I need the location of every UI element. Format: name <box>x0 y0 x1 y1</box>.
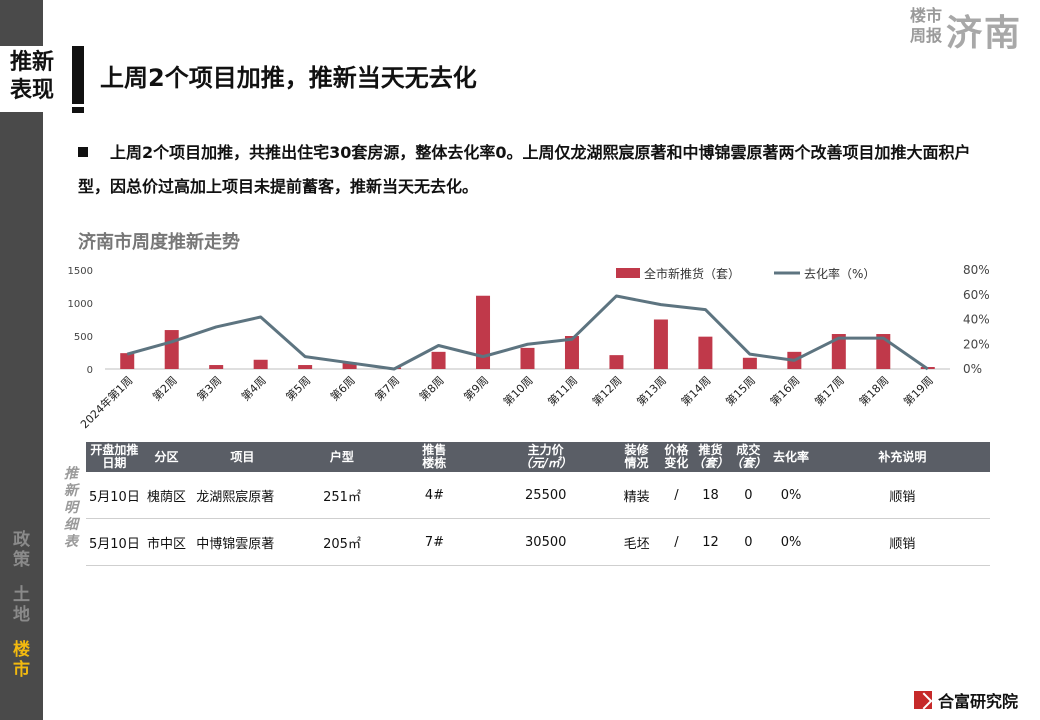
legend-label-bar: 全市新推货（套） <box>644 266 740 281</box>
y-left-tick-label: 0 <box>87 365 93 376</box>
col-header: 户型 <box>329 449 354 464</box>
bar <box>742 357 757 369</box>
x-tick-label: 第13周 <box>634 373 669 408</box>
bar <box>520 347 535 369</box>
table-row: 5月10日 市中区 中博锦雲原著 205㎡ 7# 30500 毛坯 / 12 0… <box>86 519 990 566</box>
table-side-label: 推 新 明 细 表 <box>64 466 78 550</box>
col-header: 推售 楼栋 <box>422 443 447 470</box>
weekly-supply-chart: 0 500 1000 1500 0% 20% 40% 60% 80% 2024年第1周 第2周 第3周… <box>68 263 990 431</box>
legend-swatch-bar <box>616 268 640 278</box>
col-header: 推货 （套） <box>692 443 729 470</box>
col-header: 装修 情况 <box>624 443 649 470</box>
table-header: 开盘加推 日期 分区 项目 户型 推售 楼栋 主力价 （元/㎡） 装修 情况 价格 变化 … <box>86 442 990 472</box>
x-tick-label: 第5周 <box>283 373 313 403</box>
x-tick-label: 第9周 <box>461 373 491 403</box>
x-tick-label: 第8周 <box>416 373 446 403</box>
y-left-tick-label: 1500 <box>68 266 93 277</box>
section-tag-line2: 表现 <box>10 78 55 103</box>
y-left-tick-label: 1000 <box>68 299 93 310</box>
bar <box>209 365 224 369</box>
x-tick-label: 第6周 <box>327 373 357 403</box>
bar <box>609 355 624 369</box>
bar <box>876 334 891 369</box>
col-header: 补充说明 <box>878 449 927 464</box>
chart-title: 济南市周度推新走势 <box>78 232 240 253</box>
y-right-tick-label: 60% <box>963 288 990 302</box>
col-header: 成交 （套） <box>730 443 767 470</box>
x-tick-label: 第12周 <box>589 373 624 408</box>
col-header: 开盘加推 日期 <box>90 443 139 470</box>
bar <box>342 362 357 369</box>
section-tag-line1: 推新 <box>10 50 55 75</box>
bar <box>831 334 846 369</box>
x-tick-label: 2024年第1周 <box>77 373 135 431</box>
left-sidebar <box>0 0 43 720</box>
summary-paragraph: 上周2个项目加推，共推出住宅30套房源，整体去化率0。上周仅龙湖熙宸原著和中博锦… <box>78 136 978 204</box>
col-header: 去化率 <box>773 449 810 464</box>
bar <box>653 319 668 369</box>
legend-label-line: 去化率（%） <box>804 266 875 281</box>
x-tick-label: 第3周 <box>194 373 224 403</box>
sell-through-line <box>126 294 929 371</box>
bar <box>298 365 313 369</box>
bar <box>253 359 268 369</box>
col-header: 价格 变化 <box>664 443 689 470</box>
section-tag: 推新 表现 <box>0 46 78 112</box>
bar <box>564 336 579 369</box>
footer-brand: 合富研究院 <box>913 688 1018 712</box>
x-tick-label: 第10周 <box>500 373 535 408</box>
bar <box>431 351 446 369</box>
x-tick-label: 第2周 <box>149 373 179 403</box>
nav-item-land[interactable]: 土 地 <box>13 585 30 625</box>
x-tick-label: 第17周 <box>812 373 847 408</box>
nav-item-market[interactable]: 楼 市 <box>13 640 30 680</box>
bar <box>476 295 491 369</box>
section-tag-dot <box>72 107 84 113</box>
x-tick-label: 第19周 <box>901 373 936 408</box>
y-right-tick-label: 20% <box>963 337 990 351</box>
x-tick-label: 第7周 <box>372 373 402 403</box>
y-right-tick-label: 80% <box>963 263 990 277</box>
brand-report-name: 楼市 周报 <box>910 6 943 45</box>
nav-item-policy[interactable]: 政 策 <box>13 530 30 570</box>
x-tick-label: 第14周 <box>678 373 713 408</box>
supply-detail-table: 开盘加推 日期 分区 项目 户型 推售 楼栋 主力价 （元/㎡） 装修 情况 价格 变化 … <box>86 442 990 566</box>
x-tick-label: 第4周 <box>238 373 268 403</box>
col-header: 主力价 （元/㎡） <box>519 443 572 470</box>
col-header: 分区 <box>154 449 179 464</box>
col-header: 项目 <box>230 449 255 464</box>
x-tick-label: 第18周 <box>856 373 891 408</box>
bar <box>698 336 713 369</box>
square-bullet-icon <box>78 147 88 157</box>
table-row: 5月10日 槐荫区 龙湖熙宸原著 251㎡ 4# 25500 精装 / 18 0… <box>86 472 990 519</box>
bar <box>120 353 135 369</box>
bar <box>164 330 179 369</box>
brand-city: 济南 <box>945 13 1022 54</box>
x-tick-label: 第16周 <box>767 373 802 408</box>
x-tick-label: 第15周 <box>723 373 758 408</box>
section-tag-bar <box>72 46 84 104</box>
y-left-tick-label: 500 <box>74 332 93 343</box>
company-logo-icon <box>913 691 932 709</box>
y-right-tick-label: 0% <box>963 362 982 376</box>
x-tick-label: 第11周 <box>545 373 580 408</box>
page-title: 上周2个项目加推，推新当天无去化 <box>100 64 477 92</box>
y-right-tick-label: 40% <box>963 313 990 327</box>
summary-text: 上周2个项目加推，共推出住宅30套房源，整体去化率0。上周仅龙湖熙宸原著和中博锦… <box>78 143 971 196</box>
